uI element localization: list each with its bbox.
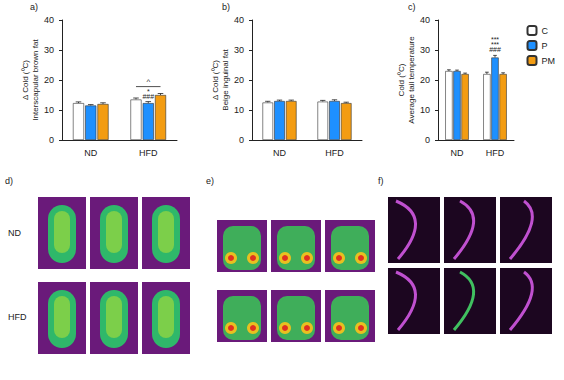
svg-text:HFD: HFD: [486, 148, 505, 158]
svg-text:40: 40: [420, 15, 430, 25]
svg-text:0: 0: [239, 135, 244, 145]
svg-text:20: 20: [44, 75, 54, 85]
svg-text:c): c): [408, 2, 416, 12]
svg-text:d): d): [5, 176, 13, 186]
svg-text:0: 0: [425, 135, 430, 145]
svg-text:f): f): [378, 176, 384, 186]
svg-text:P: P: [542, 41, 548, 51]
svg-text:^: ^: [146, 77, 150, 86]
svg-text:PM: PM: [542, 56, 556, 66]
svg-text:10: 10: [44, 105, 54, 115]
svg-text:10: 10: [420, 105, 430, 115]
svg-text:*: *: [147, 88, 150, 95]
svg-text:C: C: [542, 26, 549, 36]
svg-text:40: 40: [44, 15, 54, 25]
svg-text:HFD: HFD: [8, 312, 27, 322]
svg-text:***: ***: [491, 36, 499, 43]
svg-text:ND: ND: [84, 148, 97, 158]
svg-text:HFD: HFD: [139, 148, 158, 158]
svg-text:Beige inguinal fat: Beige inguinal fat: [221, 49, 230, 111]
svg-text:Average tail temperature: Average tail temperature: [407, 36, 416, 124]
svg-text:b): b): [222, 2, 230, 12]
svg-text:40: 40: [234, 15, 244, 25]
svg-text:30: 30: [44, 45, 54, 55]
svg-text:e): e): [206, 176, 214, 186]
svg-text:20: 20: [234, 75, 244, 85]
svg-text:HFD: HFD: [325, 148, 344, 158]
svg-text:ND: ND: [8, 228, 21, 238]
svg-text:ND: ND: [273, 148, 286, 158]
svg-text:Cold (⁰C): Cold (⁰C): [397, 63, 406, 96]
svg-text:Δ Cold (⁰C): Δ Cold (⁰C): [211, 60, 220, 100]
svg-text:ND: ND: [451, 148, 464, 158]
svg-text:a): a): [30, 2, 38, 12]
svg-text:30: 30: [234, 45, 244, 55]
svg-text:Δ Cold (⁰C): Δ Cold (⁰C): [21, 60, 30, 100]
svg-text:Interscapular brown fat: Interscapular brown fat: [31, 39, 40, 121]
svg-text:0: 0: [49, 135, 54, 145]
svg-text:20: 20: [420, 75, 430, 85]
svg-text:30: 30: [420, 45, 430, 55]
svg-text:10: 10: [234, 105, 244, 115]
